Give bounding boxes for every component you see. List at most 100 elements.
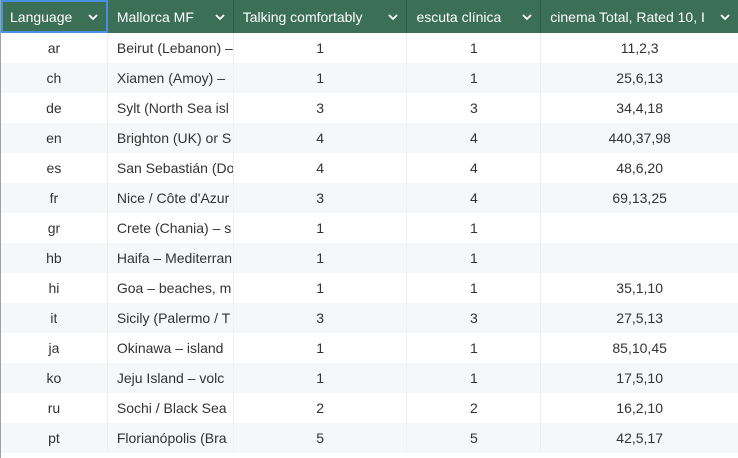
column-header-mallorca[interactable]: Mallorca MF — [108, 0, 234, 33]
table-row[interactable]: ar Beirut (Lebanon) – 1 1 11,2,3 — [1, 33, 738, 63]
cell-cinema[interactable] — [541, 213, 738, 243]
table-row[interactable]: pt Florianópolis (Bra 5 5 42,5,17 — [1, 423, 738, 453]
cell-escuta[interactable]: 4 — [407, 183, 542, 213]
cell-cinema[interactable]: 34,4,18 — [541, 93, 738, 123]
cell-mallorca[interactable]: Haifa – Mediterran — [108, 243, 234, 273]
cell-cinema[interactable] — [541, 243, 738, 273]
cell-language[interactable]: pt — [1, 423, 108, 453]
cell-talking[interactable]: 3 — [234, 183, 408, 213]
cell-mallorca[interactable]: Brighton (UK) or S — [108, 123, 234, 153]
table-row[interactable]: es San Sebastián (Do 4 4 48,6,20 — [1, 153, 738, 183]
cell-mallorca[interactable]: Sylt (North Sea isl — [108, 93, 234, 123]
cell-escuta[interactable]: 4 — [407, 123, 542, 153]
cell-escuta[interactable]: 1 — [407, 243, 542, 273]
cell-mallorca[interactable]: Nice / Côte d'Azur — [108, 183, 234, 213]
cell-escuta[interactable]: 1 — [407, 213, 542, 243]
table-row[interactable]: hi Goa – beaches, m 1 1 35,1,10 — [1, 273, 738, 303]
cell-talking[interactable]: 1 — [234, 213, 408, 243]
column-header-language[interactable]: Language — [1, 0, 108, 33]
table-row[interactable]: de Sylt (North Sea isl 3 3 34,4,18 — [1, 93, 738, 123]
table-row[interactable]: it Sicily (Palermo / T 3 3 27,5,13 — [1, 303, 738, 333]
table-row[interactable]: ko Jeju Island – volc 1 1 17,5,10 — [1, 363, 738, 393]
cell-talking[interactable]: 1 — [234, 243, 408, 273]
cell-escuta[interactable]: 3 — [407, 93, 542, 123]
cell-cinema[interactable]: 16,2,10 — [541, 393, 738, 423]
cell-mallorca[interactable]: Florianópolis (Bra — [108, 423, 234, 453]
cell-text: Sicily (Palermo / T — [116, 310, 231, 326]
cell-cinema[interactable]: 69,13,25 — [541, 183, 738, 213]
table-row[interactable]: ru Sochi / Black Sea 2 2 16,2,10 — [1, 393, 738, 423]
cell-cinema[interactable]: 25,6,13 — [541, 63, 738, 93]
chevron-down-icon[interactable] — [718, 10, 732, 24]
cell-text: 3 — [469, 310, 478, 326]
cell-language[interactable]: ko — [1, 363, 108, 393]
cell-escuta[interactable]: 1 — [407, 33, 542, 63]
cell-text: 42,5,17 — [616, 430, 663, 446]
cell-mallorca[interactable]: Jeju Island – volc — [108, 363, 234, 393]
cell-mallorca[interactable]: Goa – beaches, m — [108, 273, 234, 303]
cell-cinema[interactable]: 27,5,13 — [541, 303, 738, 333]
cell-mallorca[interactable]: Beirut (Lebanon) – — [108, 33, 234, 63]
cell-language[interactable]: de — [1, 93, 108, 123]
cell-talking[interactable]: 4 — [234, 153, 408, 183]
cell-talking[interactable]: 1 — [234, 63, 408, 93]
cell-cinema[interactable]: 35,1,10 — [541, 273, 738, 303]
cell-mallorca[interactable]: Sicily (Palermo / T — [108, 303, 234, 333]
cell-talking[interactable]: 5 — [234, 423, 408, 453]
cell-talking[interactable]: 1 — [234, 363, 408, 393]
cell-language[interactable]: hi — [1, 273, 108, 303]
cell-cinema[interactable]: 48,6,20 — [541, 153, 738, 183]
cell-language[interactable]: ja — [1, 333, 108, 363]
cell-language[interactable]: hb — [1, 243, 108, 273]
cell-mallorca[interactable]: San Sebastián (Do — [108, 153, 234, 183]
cell-cinema[interactable]: 42,5,17 — [541, 423, 738, 453]
cell-talking[interactable]: 1 — [234, 273, 408, 303]
cell-escuta[interactable]: 1 — [407, 363, 542, 393]
column-header-talking[interactable]: Talking comfortably — [234, 0, 408, 33]
cell-talking[interactable]: 3 — [234, 303, 408, 333]
cell-mallorca[interactable]: Crete (Chania) – s — [108, 213, 234, 243]
cell-talking[interactable]: 1 — [234, 333, 408, 363]
cell-mallorca[interactable]: Okinawa – island — [108, 333, 234, 363]
cell-talking[interactable]: 1 — [234, 33, 408, 63]
chevron-down-icon[interactable] — [213, 10, 227, 24]
cell-text: 1 — [469, 40, 478, 56]
chevron-down-icon[interactable] — [86, 10, 100, 24]
cell-talking[interactable]: 4 — [234, 123, 408, 153]
cell-language[interactable]: ru — [1, 393, 108, 423]
cell-language[interactable]: en — [1, 123, 108, 153]
cell-language[interactable]: ch — [1, 63, 108, 93]
cell-escuta[interactable]: 1 — [407, 333, 542, 363]
cell-cinema[interactable]: 440,37,98 — [541, 123, 738, 153]
cell-escuta[interactable]: 3 — [407, 303, 542, 333]
cell-cinema[interactable]: 17,5,10 — [541, 363, 738, 393]
table-row[interactable]: fr Nice / Côte d'Azur 3 4 69,13,25 — [1, 183, 738, 213]
cell-language[interactable]: gr — [1, 213, 108, 243]
cell-escuta[interactable]: 2 — [407, 393, 542, 423]
table-row[interactable]: ja Okinawa – island 1 1 85,10,45 — [1, 333, 738, 363]
cell-language[interactable]: fr — [1, 183, 108, 213]
cell-mallorca[interactable]: Sochi / Black Sea — [108, 393, 234, 423]
cell-escuta[interactable]: 4 — [407, 153, 542, 183]
cell-language[interactable]: ar — [1, 33, 108, 63]
cell-talking[interactable]: 3 — [234, 93, 408, 123]
cell-escuta[interactable]: 1 — [407, 273, 542, 303]
chevron-down-icon[interactable] — [520, 10, 534, 24]
cell-text: 1 — [316, 220, 324, 236]
chevron-down-icon[interactable] — [386, 10, 400, 24]
cell-mallorca[interactable]: Xiamen (Amoy) – — [108, 63, 234, 93]
cell-text: 4 — [469, 190, 478, 206]
cell-escuta[interactable]: 1 — [407, 63, 542, 93]
cell-escuta[interactable]: 5 — [407, 423, 542, 453]
table-row[interactable]: en Brighton (UK) or S 4 4 440,37,98 — [1, 123, 738, 153]
cell-cinema[interactable]: 85,10,45 — [541, 333, 738, 363]
cell-language[interactable]: es — [1, 153, 108, 183]
cell-talking[interactable]: 2 — [234, 393, 408, 423]
column-header-cinema[interactable]: cinema Total, Rated 10, I — [541, 0, 738, 33]
cell-language[interactable]: it — [1, 303, 108, 333]
table-row[interactable]: ch Xiamen (Amoy) – 1 1 25,6,13 — [1, 63, 738, 93]
table-row[interactable]: hb Haifa – Mediterran 1 1 — [1, 243, 738, 273]
cell-cinema[interactable]: 11,2,3 — [541, 33, 738, 63]
table-row[interactable]: gr Crete (Chania) – s 1 1 — [1, 213, 738, 243]
column-header-escuta[interactable]: escuta clínica — [407, 0, 542, 33]
